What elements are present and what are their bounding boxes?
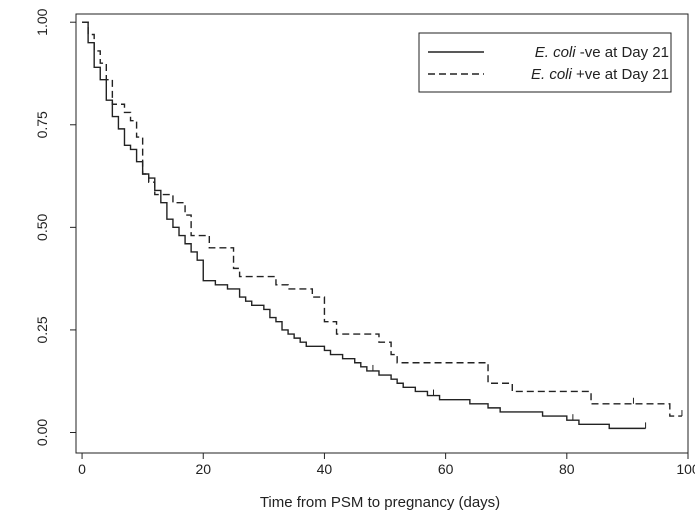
legend: E. coli -ve at Day 21 E. coli +ve at Day… [418, 32, 672, 93]
series-line-positive [82, 21, 682, 417]
legend-label-positive-italic: E. coli [531, 66, 573, 83]
x-tick-label: 100 [676, 461, 695, 477]
legend-label-negative: E. coli -ve at Day 21 [535, 44, 669, 61]
series-line-negative [82, 21, 646, 430]
y-tick-label: 0.25 [34, 316, 50, 343]
x-tick-label: 80 [559, 461, 575, 477]
series-lines [82, 21, 683, 430]
x-tick-label: 60 [438, 461, 454, 477]
x-axis-label: Time from PSM to pregnancy (days) [260, 494, 500, 511]
x-tick-label: 40 [317, 461, 333, 477]
legend-box [418, 32, 672, 93]
y-tick-label: 0.50 [34, 214, 50, 241]
x-tick-label: 0 [78, 461, 86, 477]
y-tick-label: 0.00 [34, 419, 50, 446]
y-tick-label: 1.00 [34, 8, 50, 35]
legend-label-positive-rest: +ve at Day 21 [572, 66, 669, 83]
legend-label-negative-rest: -ve at Day 21 [576, 44, 669, 61]
y-tick-label: 0.75 [34, 111, 50, 138]
plot-frame [75, 13, 689, 454]
legend-label-positive: E. coli +ve at Day 21 [531, 66, 669, 83]
axes: 0 20 40 60 80 100 0.00 0.25 0.50 0.75 1.00 [34, 8, 695, 477]
x-tick-label: 20 [195, 461, 211, 477]
legend-label-negative-italic: E. coli [535, 44, 577, 61]
